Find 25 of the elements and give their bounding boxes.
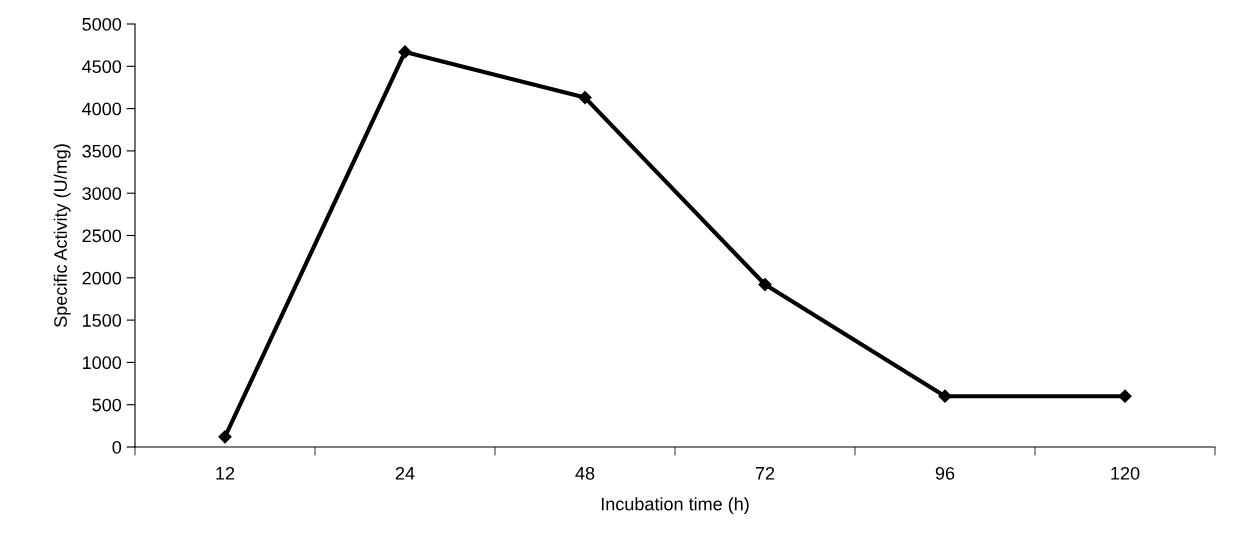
y-tick-label: 4000 bbox=[82, 102, 122, 116]
point bbox=[758, 277, 772, 292]
point bbox=[1118, 389, 1132, 403]
x-tick-label: 24 bbox=[395, 466, 415, 480]
x-tick-label: 96 bbox=[935, 466, 955, 480]
y-tick-label: 2500 bbox=[82, 229, 122, 243]
y-tick-label: 4500 bbox=[82, 60, 122, 74]
point bbox=[398, 45, 412, 59]
y-tick-label: 1000 bbox=[83, 356, 122, 370]
x-tick-label: 72 bbox=[755, 466, 775, 480]
y-tick-label: 500 bbox=[92, 398, 122, 412]
point bbox=[578, 91, 592, 105]
x-axis-title: Incubation time (h) bbox=[601, 497, 749, 514]
y-tick-label: 3000 bbox=[82, 187, 122, 200]
x-tick-label: 120 bbox=[1111, 466, 1140, 480]
x-tick-label: 48 bbox=[575, 466, 595, 480]
y-tick-label: 5000 bbox=[82, 17, 122, 31]
y-axis-title: Specific Activity (U/mg) bbox=[53, 144, 71, 327]
y-tick-label: 0 bbox=[112, 440, 122, 454]
point bbox=[218, 430, 232, 444]
x-tick-label: 12 bbox=[216, 466, 235, 480]
y-tick-label: 2000 bbox=[82, 271, 122, 285]
y-tick-label: 1500 bbox=[83, 314, 122, 327]
point bbox=[938, 389, 952, 403]
y-tick-label: 3500 bbox=[82, 144, 122, 158]
